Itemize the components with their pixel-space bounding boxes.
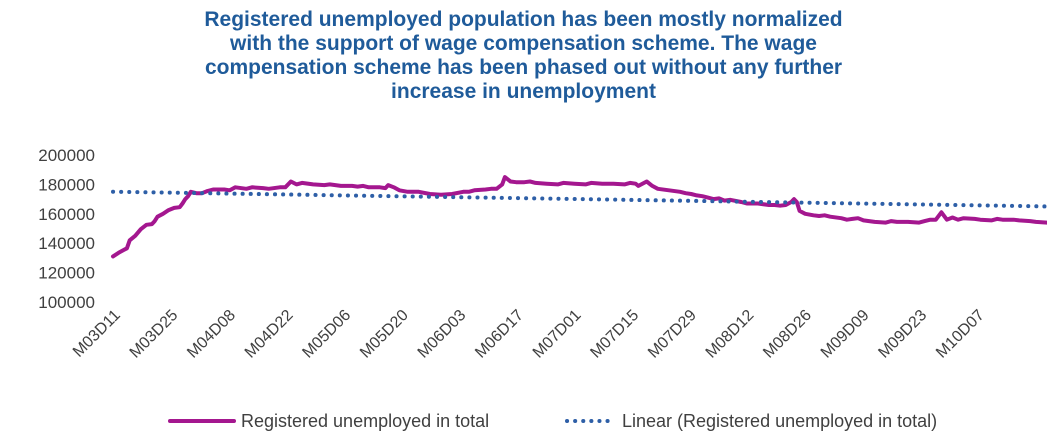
x-tick-label: M04D08 bbox=[184, 307, 239, 362]
legend-label-trend: Linear (Registered unemployed in total) bbox=[622, 411, 937, 431]
x-tick-label: M10D07 bbox=[933, 307, 988, 362]
title-line-2: with the support of wage compensation sc… bbox=[230, 32, 817, 55]
y-tick-label: 200000 bbox=[38, 146, 95, 165]
y-tick-label: 160000 bbox=[38, 205, 95, 224]
x-tick-label: M03D11 bbox=[70, 307, 124, 361]
x-tick-label: M07D15 bbox=[587, 307, 642, 362]
x-tick-label: M03D25 bbox=[127, 307, 182, 362]
y-tick-label: 140000 bbox=[38, 234, 95, 253]
x-tick-label: M08D26 bbox=[760, 307, 815, 362]
y-tick-label: 180000 bbox=[38, 175, 95, 194]
x-tick-label: M06D17 bbox=[472, 307, 527, 362]
x-tick-label: M07D01 bbox=[530, 307, 585, 362]
series-line-registered-unemployed bbox=[111, 175, 1047, 259]
title-line-3: compensation scheme has been phased out … bbox=[204, 56, 843, 79]
x-tick-label: M05D20 bbox=[357, 307, 412, 362]
y-tick-label: 120000 bbox=[38, 264, 95, 283]
legend-label-series: Registered unemployed in total bbox=[241, 411, 489, 431]
x-tick-label: M06D03 bbox=[415, 307, 470, 362]
y-tick-label: 100000 bbox=[38, 293, 95, 312]
chart-title: Registered unemployed population has bee… bbox=[0, 8, 1047, 104]
trend-line-linear bbox=[111, 189, 1047, 209]
x-tick-label: M07D29 bbox=[645, 307, 700, 362]
x-tick-label: M09D09 bbox=[818, 307, 873, 362]
x-tick-label: M08D12 bbox=[703, 307, 758, 362]
title-line-4: increase in unemployment bbox=[391, 80, 656, 103]
title-line-1: Registered unemployed population has bee… bbox=[204, 8, 843, 31]
x-tick-label: M05D06 bbox=[299, 307, 354, 362]
x-tick-label: M09D23 bbox=[875, 307, 930, 362]
x-tick-label: M04D22 bbox=[242, 307, 297, 362]
